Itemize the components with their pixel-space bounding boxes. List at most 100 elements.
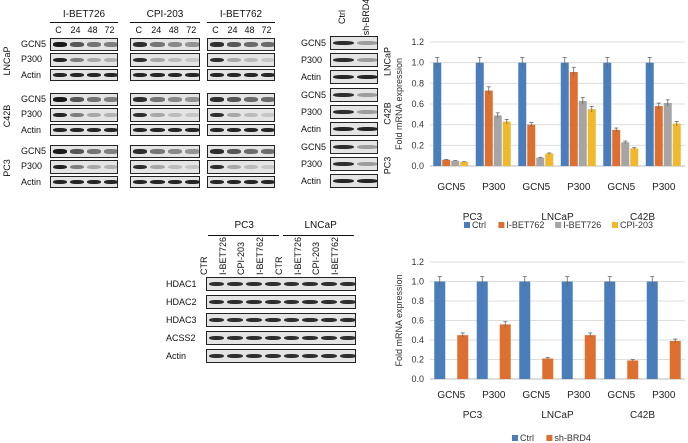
bar-ctrl xyxy=(645,62,654,166)
timepoint-label: 48 xyxy=(244,25,255,35)
bar-i-bet762 xyxy=(612,129,621,166)
protein-label: Actin xyxy=(301,176,322,186)
lane-label: CTR xyxy=(273,256,284,276)
y-tick-label: 1.0 xyxy=(411,58,424,68)
blot-band xyxy=(339,299,355,305)
blot-band xyxy=(339,281,355,287)
blot-band xyxy=(260,97,274,102)
blot-band xyxy=(209,112,224,118)
blot-band xyxy=(52,128,67,132)
cell-line-label: C42B xyxy=(2,104,12,128)
blot-band xyxy=(264,299,281,305)
blot-band xyxy=(52,97,67,102)
group-label: PC3 xyxy=(463,212,483,223)
blot-strip xyxy=(130,93,200,106)
chart-fold-mrna-shbrd4: 0.0 0.2 0.4 0.6 0.8 1.0 1.2 Fold mRNA expressio… xyxy=(394,257,685,443)
blot-band xyxy=(283,299,300,305)
blot-strip xyxy=(207,124,275,136)
y-tick-label: 0.2 xyxy=(411,355,424,365)
blot-band xyxy=(356,126,377,132)
timepoint-label: 72 xyxy=(261,25,272,35)
x-tick-label: P300 xyxy=(652,390,676,401)
blot-band xyxy=(69,164,84,170)
lane-label: I-BET762 xyxy=(330,236,341,275)
bar-i-bet726 xyxy=(663,102,672,166)
blot-band xyxy=(86,164,101,170)
blot-band xyxy=(69,97,84,102)
blot-band xyxy=(132,164,147,170)
blot-band xyxy=(52,57,67,63)
pc3-bracket xyxy=(208,235,279,236)
protein-label: P300 xyxy=(301,55,323,65)
lane-label: CPI-203 xyxy=(311,241,322,275)
legend-label: I-BET762 xyxy=(506,220,544,230)
blot-strip xyxy=(206,295,356,309)
condition-label: sh-BRD4 xyxy=(361,0,371,36)
blot-band xyxy=(103,149,117,154)
bar-ctrl xyxy=(561,281,573,379)
protein-label: P300 xyxy=(21,161,43,171)
blot-strip xyxy=(50,124,118,136)
blot-band xyxy=(185,57,199,63)
y-tick-label: 0.8 xyxy=(411,78,424,88)
blot-band xyxy=(185,180,199,184)
blot-band xyxy=(356,161,377,167)
blot-band xyxy=(243,42,258,47)
blot-strip xyxy=(130,160,200,174)
blot-band xyxy=(302,299,318,305)
blot-band xyxy=(283,353,300,359)
blot-band xyxy=(167,73,182,77)
blot-band xyxy=(69,180,84,184)
legend-swatch xyxy=(464,222,470,228)
blot-strip xyxy=(207,93,275,106)
blot-band xyxy=(209,73,224,77)
blot-strip xyxy=(50,93,118,106)
blot-band xyxy=(226,112,241,118)
timepoint-label: 48 xyxy=(168,25,179,35)
bar-cpi-203 xyxy=(630,148,639,166)
legend-label: Ctrl xyxy=(520,433,534,443)
treatment-label: CPI-203 xyxy=(146,9,184,20)
bar-ctrl xyxy=(519,281,531,379)
blot-band xyxy=(260,42,274,47)
bar-ctrl xyxy=(604,281,616,379)
blot-band xyxy=(167,42,182,47)
y-tick-label: 1.2 xyxy=(411,37,424,47)
blot-band xyxy=(132,73,147,77)
lane-label: I-BET726 xyxy=(292,236,303,275)
bar-ctrl xyxy=(433,62,442,166)
blot-strip xyxy=(50,38,118,51)
blot-strip xyxy=(330,105,378,119)
timepoint-label: 72 xyxy=(104,25,115,35)
protein-label: Actin xyxy=(166,351,187,361)
x-tick-label: P300 xyxy=(567,390,591,401)
blot-band xyxy=(150,164,165,170)
blot-band xyxy=(260,164,274,170)
blot-band xyxy=(243,112,258,118)
blot-band xyxy=(52,164,67,170)
blot-band xyxy=(226,57,241,63)
x-tick-label: GCN5 xyxy=(437,182,465,193)
blot-band xyxy=(52,180,67,184)
blot-band xyxy=(150,112,165,118)
blot-band xyxy=(185,97,199,102)
y-tick-label: 0.0 xyxy=(411,374,424,384)
blot-band xyxy=(150,180,165,184)
protein-label: P300 xyxy=(21,54,43,64)
blot-band xyxy=(69,128,84,132)
bar-ctrl xyxy=(646,281,658,379)
x-tick-label: P300 xyxy=(567,182,591,193)
bar-ctrl xyxy=(476,281,488,379)
protein-label: HDAC1 xyxy=(166,279,197,289)
blot-band xyxy=(209,149,224,154)
blot-band xyxy=(103,112,117,118)
bar-i-bet726 xyxy=(451,160,460,166)
protein-label: GCN5 xyxy=(301,90,327,100)
blot-band xyxy=(332,144,354,150)
blot-band xyxy=(69,42,84,47)
blot-band xyxy=(167,149,182,154)
lane-label: CPI-203 xyxy=(236,241,247,275)
blot-band xyxy=(226,180,241,184)
blot-band xyxy=(260,112,274,118)
protein-label: P300 xyxy=(301,159,323,169)
